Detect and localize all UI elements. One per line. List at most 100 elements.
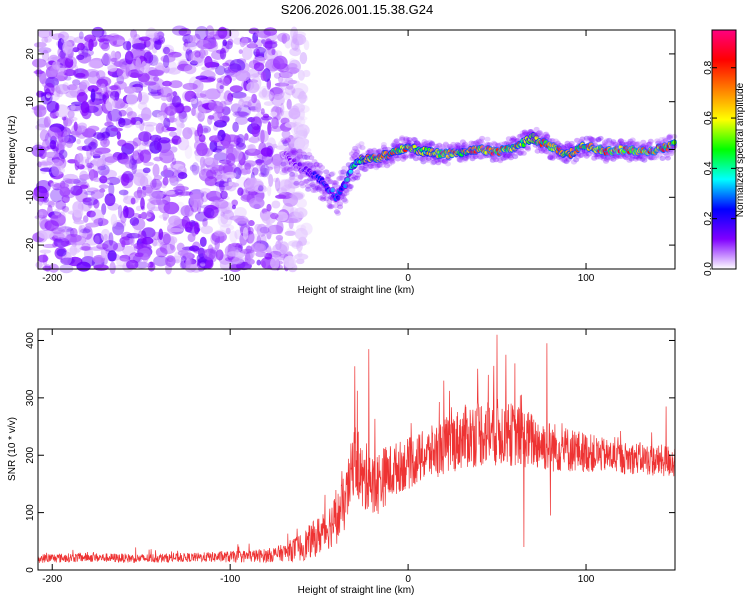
heatmap-cell <box>142 253 149 263</box>
heatmap-cell <box>349 173 356 179</box>
heatmap-cell <box>384 158 391 164</box>
heatmap-cell <box>236 137 243 144</box>
heatmap-cell <box>248 233 262 246</box>
heatmap-cell <box>255 158 263 166</box>
heatmap-cell <box>166 126 177 132</box>
heatmap-cell <box>56 248 67 257</box>
heatmap-cell <box>244 177 259 192</box>
heatmap-cell <box>103 86 108 93</box>
heatmap-cell <box>351 148 357 154</box>
heatmap-cell <box>469 154 476 160</box>
heatmap-cell <box>177 172 188 179</box>
heatmap-cell <box>558 143 565 149</box>
heatmap-cell <box>336 196 343 202</box>
heatmap-cell <box>299 52 308 65</box>
heatmap-cell <box>274 82 289 87</box>
heatmap-cell <box>293 156 300 161</box>
heatmap-cell <box>225 227 231 235</box>
heatmap-cell <box>302 69 311 78</box>
heatmap-cell <box>167 67 181 75</box>
heatmap-cell <box>163 117 171 129</box>
heatmap-cell <box>314 165 321 170</box>
heatmap-cell <box>36 90 41 98</box>
heatmap-cell <box>491 154 498 160</box>
heatmap-cell <box>191 107 197 117</box>
heatmap-cell <box>304 178 310 184</box>
heatmap-cell <box>388 156 395 162</box>
heatmap-cell <box>176 123 182 137</box>
heatmap-cell <box>148 77 165 90</box>
heatmap-cell <box>208 100 224 112</box>
heatmap-cell <box>543 149 550 155</box>
heatmap-cell <box>591 155 598 161</box>
heatmap-cell <box>267 184 272 197</box>
heatmap-cell <box>153 174 163 181</box>
heatmap-cell <box>212 135 222 142</box>
heatmap-cell <box>493 157 499 163</box>
heatmap-cell <box>44 36 52 43</box>
heatmap-cell <box>67 110 75 119</box>
heatmap-cell <box>493 157 499 163</box>
heatmap-cell <box>617 138 624 144</box>
heatmap-cell <box>632 141 639 147</box>
heatmap-cell <box>303 39 310 51</box>
heatmap-cell <box>263 101 274 106</box>
heatmap-cell <box>373 165 380 171</box>
heatmap-cell <box>82 45 89 59</box>
heatmap-cell <box>583 153 590 159</box>
heatmap-cell <box>368 149 375 154</box>
heatmap-cell <box>100 83 106 95</box>
heatmap-cell <box>348 151 355 157</box>
heatmap-cell <box>87 125 100 132</box>
heatmap-cell <box>475 138 482 144</box>
heatmap-cell <box>42 243 57 249</box>
heatmap-cell <box>367 163 373 169</box>
heatmap-cell <box>220 211 225 217</box>
heatmap-cell <box>298 180 305 186</box>
heatmap-cell <box>103 90 113 97</box>
heatmap-cell <box>588 136 594 142</box>
spectrogram-cells <box>31 25 678 275</box>
heatmap-cell <box>238 98 245 108</box>
heatmap-cell <box>305 186 312 192</box>
heatmap-cell <box>343 190 350 196</box>
heatmap-cell <box>609 141 616 147</box>
heatmap-cell <box>294 127 307 132</box>
heatmap-cell <box>160 95 168 102</box>
heatmap-cell <box>212 199 220 206</box>
heatmap-cell <box>235 215 249 227</box>
heatmap-cell <box>49 140 57 150</box>
heatmap-cell <box>121 142 135 155</box>
heatmap-cell <box>525 146 531 152</box>
heatmap-cell <box>65 136 74 149</box>
heatmap-cell <box>235 70 251 82</box>
heatmap-cell <box>486 142 493 148</box>
heatmap-cell <box>654 138 661 144</box>
heatmap-cell <box>304 160 310 166</box>
heatmap-cell <box>88 201 93 209</box>
heatmap-cell <box>37 47 52 54</box>
heatmap-cell <box>275 240 282 251</box>
heatmap-cell <box>60 229 71 242</box>
heatmap-cell <box>156 111 168 120</box>
heatmap-cell <box>547 155 554 161</box>
y-tick-label: 300 <box>25 389 36 406</box>
heatmap-cell <box>524 145 530 151</box>
heatmap-cell <box>647 155 654 161</box>
heatmap-cell <box>547 154 554 160</box>
heatmap-cell <box>237 187 244 196</box>
heatmap-cell <box>399 136 406 142</box>
heatmap-cell <box>296 153 303 159</box>
heatmap-cell <box>547 155 554 161</box>
heatmap-cell <box>148 261 154 268</box>
heatmap-cell <box>410 136 417 142</box>
heatmap-cell <box>64 178 81 184</box>
heatmap-cell <box>57 226 74 233</box>
heatmap-cell <box>371 147 378 153</box>
heatmap-cell <box>578 153 585 158</box>
heatmap-cell <box>117 139 127 147</box>
heatmap-cell <box>372 149 379 155</box>
heatmap-cell <box>510 135 517 141</box>
heatmap-cell <box>271 86 285 101</box>
heatmap-cell <box>180 204 194 218</box>
